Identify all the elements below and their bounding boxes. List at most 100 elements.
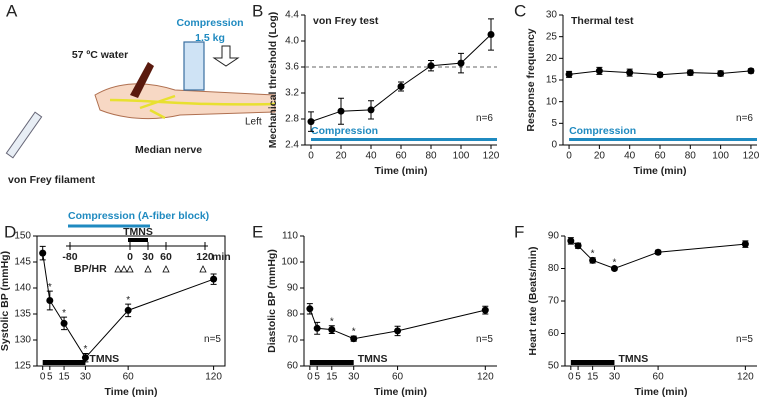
data-point [567, 237, 575, 245]
y-tick-label: 0 [551, 140, 557, 151]
label: von Frey filament [8, 174, 95, 186]
x-tick-label: 60 [395, 151, 407, 162]
y-tick-label: 4.0 [285, 36, 299, 47]
data-point [457, 59, 465, 67]
n-label: n=5 [736, 334, 753, 345]
data-point [565, 70, 573, 78]
data-point [481, 306, 489, 314]
panel-letter: D [4, 222, 16, 241]
y-tick-label: 3.6 [285, 62, 299, 73]
y-tick-label: 50 [548, 361, 560, 372]
timeline-triangle [120, 265, 128, 273]
y-tick-label: 90 [287, 283, 299, 294]
x-axis-label: Time (min) [634, 165, 687, 177]
data-point [656, 71, 664, 79]
timeline-triangle [162, 265, 170, 273]
y-tick-label: 5 [551, 118, 557, 129]
data-point [654, 248, 662, 256]
x-axis-label: Time (min) [105, 386, 158, 398]
x-tick-label: 120 [483, 151, 500, 162]
y-tick-label: 60 [287, 361, 299, 372]
dropper [130, 62, 154, 98]
annotation-bar [309, 360, 354, 365]
data-point [589, 256, 597, 264]
annotation-bar [311, 138, 497, 141]
timeline-tick-label: -80 [62, 251, 77, 263]
n-label: n=5 [476, 334, 493, 345]
x-tick-label: 15 [587, 372, 599, 383]
x-tick-label: 60 [392, 372, 404, 383]
significance-label: * [352, 327, 356, 338]
panel-letter: C [514, 1, 526, 20]
y-tick-label: 3.2 [285, 88, 299, 99]
x-tick-label: 80 [425, 151, 437, 162]
y-tick-label: 135 [14, 309, 31, 320]
y-tick-label: 125 [14, 361, 31, 372]
chart-title: Thermal test [571, 15, 634, 27]
annotation-bar-label: TMNS [618, 353, 648, 365]
timeline-tick-label: 30 [142, 251, 154, 263]
significance-label: * [83, 344, 87, 355]
data-point [313, 324, 321, 332]
data-point [307, 118, 315, 126]
y-tick-label: 80 [548, 263, 560, 274]
x-tick-label: 120 [743, 151, 760, 162]
y-tick-label: 90 [548, 231, 560, 242]
y-tick-label: 20 [546, 53, 558, 64]
n-label: n=5 [204, 334, 221, 345]
significance-label: * [330, 316, 334, 327]
filament [5, 111, 43, 159]
timeline-triangle [114, 265, 122, 273]
significance-label: * [62, 308, 66, 319]
y-tick-label: 4.4 [285, 10, 299, 21]
data-point [686, 69, 694, 77]
y-tick-label: 80 [287, 309, 299, 320]
x-tick-label: 15 [58, 372, 70, 383]
data-line [310, 34, 492, 123]
data-point [717, 70, 725, 77]
y-tick-label: 110 [282, 231, 298, 242]
significance-label: * [591, 248, 595, 259]
y-tick-label: 60 [548, 328, 560, 339]
y-tick-label: 145 [14, 257, 31, 268]
y-tick-label: 70 [287, 335, 299, 346]
data-point [626, 69, 634, 77]
data-point [595, 67, 603, 75]
x-tick-label: 120 [737, 372, 754, 383]
timeline-tick-label: 120 [196, 251, 214, 263]
x-tick-label: 5 [575, 372, 581, 383]
x-tick-label: 30 [609, 372, 621, 383]
y-tick-label: 10 [546, 96, 558, 107]
data-point [427, 62, 435, 70]
arrow [212, 45, 240, 67]
x-tick-label: 100 [453, 151, 470, 162]
x-tick-label: 15 [326, 372, 338, 383]
timeline-label: Compression (A-fiber block) [68, 210, 209, 222]
data-point [397, 83, 405, 90]
x-tick-label: 30 [348, 372, 360, 383]
data-point [328, 326, 336, 334]
panel-letter: A [6, 1, 18, 20]
timeline-label: TMNS [123, 226, 153, 238]
label: Median nerve [135, 144, 202, 156]
y-tick-label: 70 [548, 296, 560, 307]
data-point [574, 242, 582, 250]
panel-letter: F [514, 222, 524, 241]
label: 1.5 kg [195, 32, 225, 44]
n-label: n=6 [476, 113, 493, 124]
annotation-bar [569, 138, 757, 141]
timeline-triangle [126, 265, 134, 273]
annotation-bar [570, 360, 615, 365]
timeline-tick-label: 0 [127, 251, 133, 263]
annotation-bar-label: Compression [569, 125, 636, 137]
panel-letter: B [252, 1, 263, 20]
n-label: n=6 [736, 113, 753, 124]
x-tick-label: 0 [568, 372, 574, 383]
y-tick-label: 150 [14, 231, 31, 242]
illustration: A Compression 1.5 kg 57 ºC water von Fre… [5, 1, 276, 186]
x-tick-label: 5 [314, 372, 320, 383]
data-point [60, 319, 68, 327]
y-tick-label: 130 [14, 335, 31, 346]
data-point [394, 327, 402, 335]
x-tick-label: 40 [624, 151, 636, 162]
